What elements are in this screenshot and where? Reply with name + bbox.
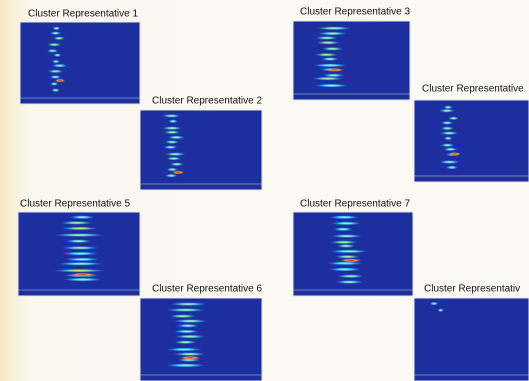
heatmap-streak — [439, 131, 459, 135]
heatmap-streak — [61, 226, 99, 230]
panel-label: Cluster Representative 2 — [152, 96, 262, 107]
heatmap-streak — [51, 64, 68, 68]
heatmap-streak — [443, 136, 453, 140]
heatmap-hotspot — [69, 273, 97, 277]
panel-label: Cluster Representative 1 — [28, 9, 138, 20]
heatmap-streak — [315, 26, 353, 30]
heatmap-streak — [315, 36, 339, 40]
heatmap-streak — [445, 165, 458, 169]
panel-label: Cluster Representative 5 — [20, 199, 130, 210]
heatmap-streak — [330, 234, 363, 238]
heatmap-streak — [311, 77, 344, 81]
heatmap — [414, 100, 529, 182]
heatmap-streak — [61, 252, 100, 256]
heatmap-streak — [441, 121, 454, 125]
heatmap-streak — [328, 249, 369, 253]
heatmap-streak — [172, 352, 207, 356]
heatmap-streak — [314, 53, 339, 57]
heatmap-streak — [172, 319, 208, 323]
heatmap-streak — [47, 69, 63, 73]
heatmap-streak — [443, 105, 453, 109]
heatmap-streak — [168, 314, 197, 318]
heatmap-streak — [328, 215, 360, 219]
heatmap-streak — [174, 335, 206, 339]
heatmap-hotspot — [324, 68, 345, 72]
heatmap-streak — [164, 140, 179, 144]
heatmap-streak — [333, 227, 354, 231]
heatmap-streak — [60, 246, 100, 250]
heatmap-streak — [56, 262, 105, 266]
heatmap-streak — [169, 162, 184, 166]
heatmap-streak — [314, 84, 350, 88]
heatmap-streak — [162, 114, 181, 118]
heatmap-streak — [315, 41, 341, 45]
panel-label: Cluster Representative 6 — [152, 284, 262, 295]
heatmap-streak — [47, 43, 62, 47]
heatmap-streak — [49, 75, 61, 79]
panel-label: Cluster Representative 3 — [300, 7, 410, 18]
heatmap-hotspot — [448, 152, 462, 156]
heatmap-streak — [50, 31, 62, 35]
heatmap-streak — [335, 280, 365, 284]
heatmap-streak — [327, 267, 362, 271]
heatmap-streak — [429, 302, 438, 306]
heatmap-streak — [162, 126, 183, 130]
heatmap-streak — [163, 145, 178, 149]
heatmap-streak — [173, 329, 200, 333]
heatmap-streak — [329, 240, 359, 244]
heatmap-streak — [437, 308, 444, 312]
heatmap — [414, 298, 529, 381]
heatmap-streak — [165, 363, 207, 367]
heatmap-streak — [51, 60, 60, 64]
heatmap-hotspot — [339, 258, 362, 262]
heatmap-streak — [60, 221, 94, 225]
heatmap-streak — [163, 130, 180, 134]
heatmap-streak — [164, 152, 186, 156]
heatmap-streak — [51, 88, 60, 92]
figure: Cluster Representative 1 Cluster Represe… — [0, 0, 529, 381]
heatmap-streak — [439, 160, 461, 164]
heatmap-streak — [53, 53, 62, 57]
heatmap — [20, 22, 140, 104]
heatmap — [140, 110, 262, 190]
heatmap-streak — [63, 257, 100, 261]
heatmap-streak — [176, 324, 200, 328]
heatmap-streak — [443, 147, 458, 151]
heatmap-streak — [334, 255, 360, 259]
heatmap-hotspot — [54, 79, 65, 83]
heatmap-streak — [64, 239, 92, 243]
heatmap-streak — [321, 57, 340, 61]
heatmap-streak — [439, 109, 455, 113]
heatmap-streak — [330, 221, 362, 225]
heatmap-streak — [53, 233, 106, 237]
heatmap-streak — [440, 126, 454, 130]
heatmap-streak — [174, 340, 198, 344]
heatmap-streak — [169, 302, 208, 306]
heatmap-streak — [166, 157, 182, 161]
heatmap-streak — [52, 26, 60, 30]
panel-label: Cluster Representative — [422, 84, 524, 95]
heatmap-streak — [50, 82, 59, 86]
heatmap-streak — [336, 244, 356, 248]
heatmap-streak — [168, 119, 179, 123]
heatmap — [293, 21, 410, 100]
panel-label: Cluster Representativ — [424, 284, 520, 295]
heatmap-streak — [321, 47, 344, 51]
heatmap-streak — [336, 274, 365, 278]
heatmap-streak — [440, 143, 455, 147]
panel-label: Cluster Representative 7 — [300, 199, 410, 210]
heatmap-streak — [69, 215, 96, 219]
heatmap-hotspot — [179, 356, 202, 360]
heatmap-streak — [165, 308, 207, 312]
heatmap-streak — [165, 348, 203, 352]
heatmap-streak — [52, 269, 108, 273]
heatmap-streak — [62, 278, 104, 282]
heatmap-streak — [53, 36, 66, 40]
heatmap-streak — [448, 116, 459, 120]
heatmap-streak — [47, 49, 59, 53]
heatmap-streak — [317, 32, 348, 36]
heatmap-hotspot — [171, 170, 185, 174]
heatmap-streak — [167, 135, 185, 139]
heatmap-streak — [312, 63, 348, 67]
